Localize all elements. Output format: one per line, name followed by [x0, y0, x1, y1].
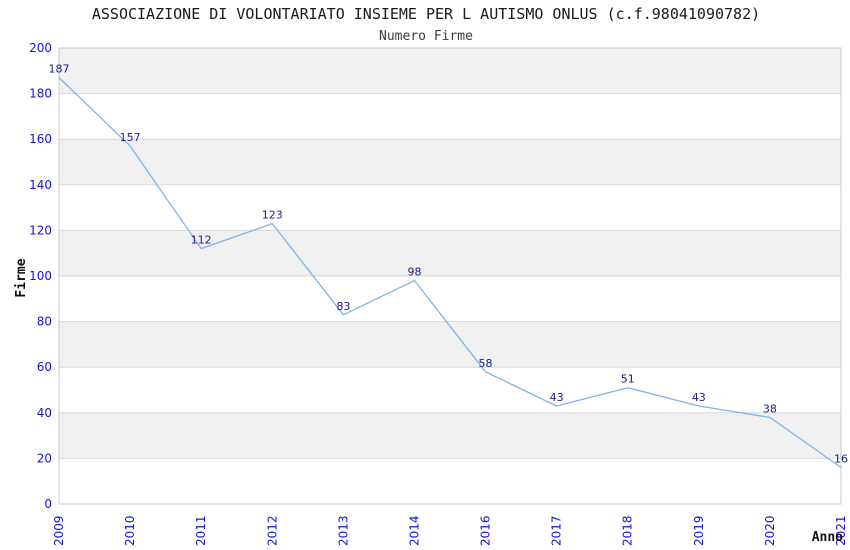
x-tick-label: 2018	[621, 515, 635, 546]
x-axis-ticks: 2009 2010 2011 2012 2013 2014 2016 2017 2018 2019…	[52, 515, 848, 546]
x-axis-label: Anno	[812, 530, 843, 545]
y-tick-label: 160	[29, 132, 52, 146]
plot-border-group	[58, 47, 842, 505]
data-label: 98	[407, 266, 421, 279]
data-label: 187	[49, 63, 70, 76]
y-tick-label: 200	[29, 41, 52, 55]
y-tick-label: 60	[37, 360, 52, 374]
data-label: 83	[336, 300, 350, 313]
y-tick-label: 180	[29, 87, 52, 101]
data-label: 112	[191, 234, 212, 247]
plot-band	[59, 48, 841, 94]
data-label: 38	[763, 402, 777, 415]
plot-band	[59, 139, 841, 185]
chart-title: ASSOCIAZIONE DI VOLONTARIATO INSIEME PER…	[92, 5, 760, 23]
x-tick-label: 2020	[763, 515, 777, 546]
data-label: 123	[262, 209, 283, 222]
plot-border	[58, 47, 842, 505]
x-tick-label: 2012	[265, 515, 279, 546]
x-tick-label: 2019	[692, 515, 706, 546]
series-line	[58, 77, 842, 469]
chart-subtitle: Numero Firme	[379, 29, 473, 44]
x-tick-label: 2014	[407, 515, 421, 546]
y-tick-label: 0	[44, 497, 52, 511]
data-label: 43	[692, 391, 706, 404]
data-label: 157	[120, 131, 141, 144]
plot-band	[59, 412, 841, 459]
x-tick-label: 2021	[834, 515, 848, 546]
data-label: 16	[834, 453, 848, 466]
x-tick-label: 2017	[550, 515, 564, 546]
y-tick-label: 120	[29, 223, 52, 237]
data-labels: 187 157 112 123 83 98 58 43 51 43 38 16	[49, 63, 849, 466]
data-label: 43	[550, 391, 564, 404]
x-tick-label: 2009	[52, 515, 66, 546]
x-tick-label: 2010	[123, 515, 137, 546]
line-series	[58, 77, 842, 469]
x-tick-label: 2013	[336, 515, 350, 546]
y-axis-ticks: 0 20 40 60 80 100 120 140 160 180 200	[29, 41, 52, 511]
data-label: 51	[621, 373, 635, 386]
y-tick-label: 140	[29, 178, 52, 192]
y-tick-label: 20	[37, 451, 52, 465]
x-tick-label: 2011	[194, 515, 208, 546]
y-tick-label: 40	[37, 406, 52, 420]
y-tick-label: 100	[29, 269, 52, 283]
y-tick-label: 80	[37, 315, 52, 329]
y-axis-label: Firme	[14, 258, 29, 297]
plot-band	[59, 321, 841, 368]
x-tick-label: 2016	[479, 515, 493, 546]
plot-band	[59, 230, 841, 276]
data-label: 58	[479, 357, 493, 370]
